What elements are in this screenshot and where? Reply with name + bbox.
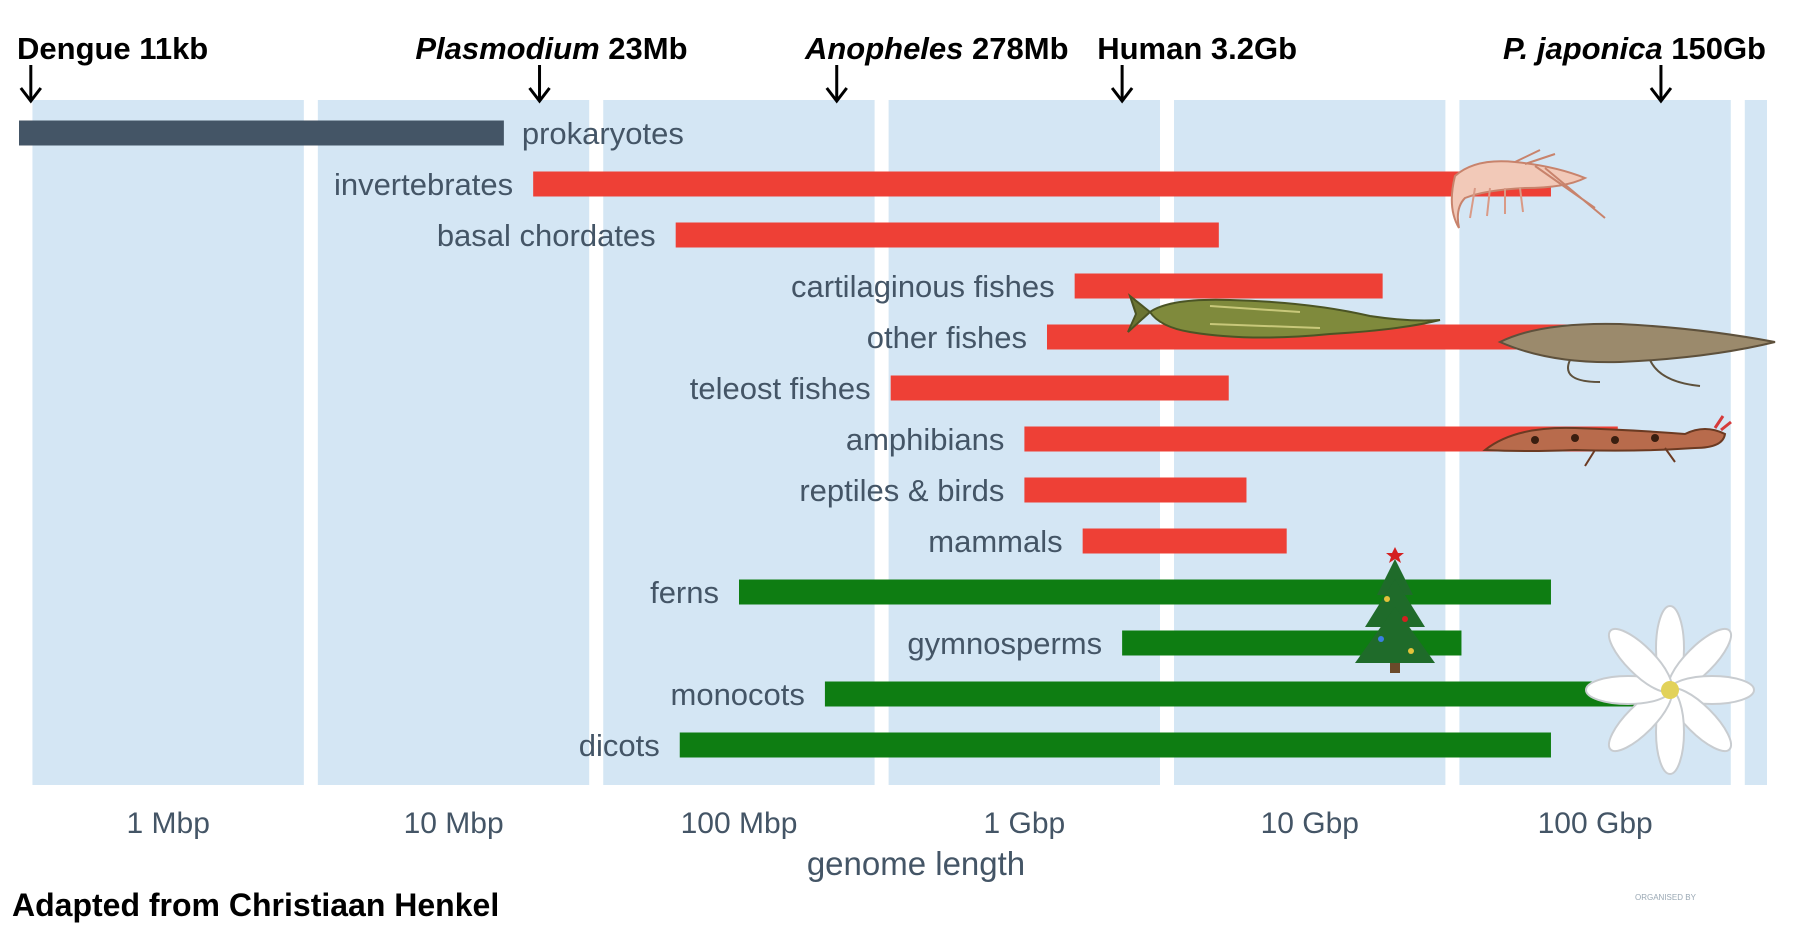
marker-arrowhead <box>1110 87 1134 104</box>
bar-label: other fishes <box>867 320 1027 355</box>
bar-label: basal chordates <box>437 218 656 253</box>
bar-basal-chordates <box>675 222 1219 248</box>
x-axis-ticks: 1 Mbp 10 Mbp 100 Mbp 1 Gbp 10 Gbp 100 Gbp <box>127 807 1653 840</box>
bar-prokaryotes <box>19 120 504 146</box>
background-band <box>1744 100 1767 785</box>
bar-label: gymnosperms <box>907 626 1102 661</box>
bar-reptiles-birds <box>1024 477 1247 503</box>
x-tick-label: 10 Gbp <box>1261 807 1359 840</box>
bar-label: dicots <box>579 728 660 763</box>
watermark-text: ORGANISED BY <box>1635 893 1697 902</box>
marker-label: P. japonica 150Gb <box>1503 31 1766 66</box>
x-tick-label: 100 Gbp <box>1538 807 1653 840</box>
bar-labels: prokaryotes invertebrates basal chordates c… <box>334 116 1102 763</box>
credit-text: Adapted from Christiaan Henkel <box>12 887 499 923</box>
range-bars <box>19 120 1646 758</box>
bar-monocots <box>824 681 1646 707</box>
bar-dicots <box>679 732 1551 758</box>
x-tick-label: 100 Mbp <box>681 807 798 840</box>
bar-label: mammals <box>928 524 1062 559</box>
x-axis-label: genome length <box>807 845 1025 882</box>
marker-label: Anopheles 278Mb <box>804 31 1069 66</box>
lungfish-icon <box>1497 322 1776 387</box>
background-band <box>32 100 304 785</box>
x-tick-label: 10 Mbp <box>404 807 504 840</box>
marker-arrowhead <box>825 87 848 104</box>
sturgeon-icon <box>1127 293 1441 339</box>
background-band <box>603 100 875 785</box>
marker-label: Dengue 11kb <box>17 31 208 66</box>
bar-label: teleost fishes <box>690 371 871 406</box>
bar-ferns <box>739 579 1551 605</box>
bar-label: amphibians <box>846 422 1005 457</box>
bar-cartilaginous-fishes <box>1074 273 1383 299</box>
background-band <box>317 100 590 785</box>
bar-mammals <box>1082 528 1287 554</box>
bar-label: invertebrates <box>334 167 513 202</box>
marker-arrowhead <box>528 87 551 104</box>
bar-teleost-fishes <box>890 375 1229 401</box>
bar-label: reptiles & birds <box>799 473 1004 508</box>
marker-label: Plasmodium 23Mb <box>415 31 687 66</box>
x-tick-label: 1 Gbp <box>984 807 1066 840</box>
shrimp-icon <box>1450 149 1606 229</box>
marker-arrowhead <box>19 87 43 104</box>
bar-invertebrates <box>533 171 1551 197</box>
bar-label: cartilaginous fishes <box>791 269 1055 304</box>
marker-label: Human 3.2Gb <box>1097 31 1297 66</box>
bar-label: prokaryotes <box>522 116 684 151</box>
genome-markers: Dengue 11kb Plasmodium 23Mb Anopheles 278M… <box>17 31 1766 104</box>
bar-label: ferns <box>650 575 719 610</box>
salamander-icon <box>1482 415 1732 467</box>
x-tick-label: 1 Mbp <box>127 807 210 840</box>
bar-label: monocots <box>671 677 805 712</box>
flower-icon <box>1585 605 1755 775</box>
christmas-tree-icon <box>1355 547 1435 673</box>
marker-arrowhead <box>1649 87 1673 104</box>
